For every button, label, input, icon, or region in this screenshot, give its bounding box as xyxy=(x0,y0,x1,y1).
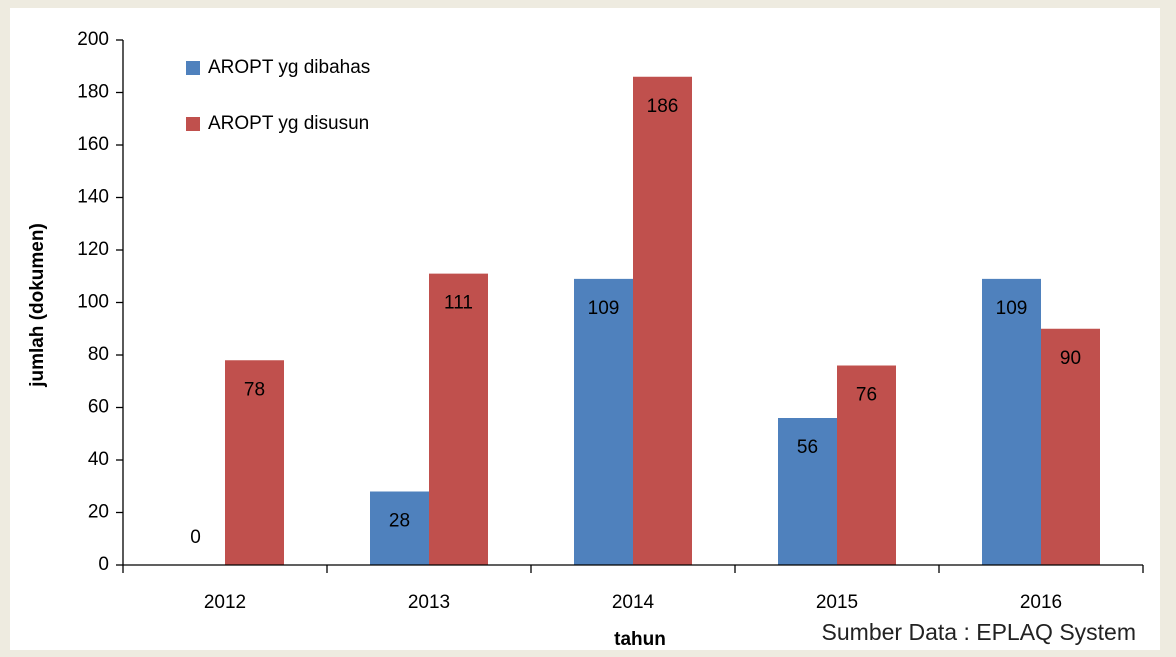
legend-label: AROPT yg dibahas xyxy=(208,57,370,78)
legend-swatch xyxy=(186,61,200,75)
y-tick-label: 20 xyxy=(88,502,109,523)
data-label: 90 xyxy=(1060,348,1081,369)
y-tick-label: 160 xyxy=(77,134,109,155)
data-label: 78 xyxy=(244,379,265,400)
data-label: 76 xyxy=(856,385,877,406)
y-tick-label: 180 xyxy=(77,82,109,103)
y-tick-label: 100 xyxy=(77,292,109,313)
y-tick-label: 140 xyxy=(77,187,109,208)
bar xyxy=(225,360,284,565)
x-tick-label: 2014 xyxy=(612,592,655,613)
data-label: 0 xyxy=(190,527,201,548)
data-label: 28 xyxy=(389,511,410,532)
y-tick-label: 60 xyxy=(88,397,109,418)
y-axis-label: jumlah (dokumen) xyxy=(27,223,48,388)
x-tick-label: 2016 xyxy=(1020,592,1062,613)
bar xyxy=(837,365,896,565)
bar xyxy=(778,418,837,565)
bar xyxy=(574,278,633,565)
y-tick-label: 40 xyxy=(88,449,109,470)
data-label: 186 xyxy=(647,96,679,117)
x-axis-label: tahun xyxy=(614,629,666,650)
y-tick-label: 200 xyxy=(77,29,109,50)
bar xyxy=(370,491,429,565)
y-tick-label: 120 xyxy=(77,239,109,260)
bar xyxy=(633,76,692,565)
legend-label: AROPT yg disusun xyxy=(208,113,369,134)
bar xyxy=(982,278,1041,565)
y-tick-label: 0 xyxy=(98,554,109,575)
x-tick-label: 2013 xyxy=(408,592,450,613)
annotation: Sumber Data : EPLAQ System xyxy=(822,619,1136,645)
bar xyxy=(1041,328,1100,565)
y-tick-label: 80 xyxy=(88,344,109,365)
bar xyxy=(429,273,488,565)
data-label: 56 xyxy=(797,437,818,458)
x-tick-label: 2012 xyxy=(204,592,246,613)
data-label: 109 xyxy=(996,298,1028,319)
data-label: 109 xyxy=(588,298,620,319)
data-label: 111 xyxy=(444,293,473,314)
x-tick-label: 2015 xyxy=(816,592,858,613)
legend-swatch xyxy=(186,117,200,131)
